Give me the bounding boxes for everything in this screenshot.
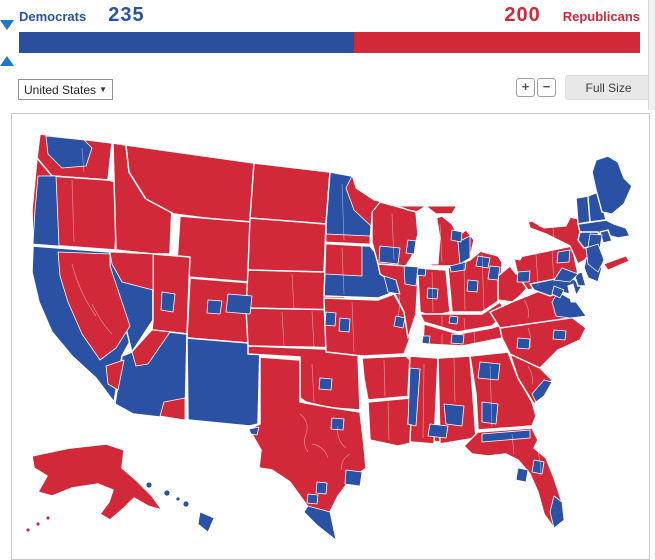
district-patch-il-chicago[interactable] [403,265,419,287]
state-hawaii-big-island[interactable] [197,511,215,533]
district-patch-al-district7[interactable] [443,403,465,427]
district-patch-mi-flint[interactable] [450,229,463,243]
state-rhode-island[interactable] [599,229,613,244]
zoom-out-button[interactable]: − [537,78,556,97]
lake-huron [457,187,493,237]
district-patch-ut-saltlake[interactable] [160,291,176,313]
state-hawaii-kauai[interactable] [145,481,153,489]
democrats-seat-count: 235 [108,4,145,26]
district-patch-ny-nyc-metro[interactable] [585,243,605,273]
state-south-dakota[interactable] [247,217,327,273]
district-patch-in-gary[interactable] [416,267,427,277]
district-patch-ca-south-inland[interactable] [105,359,125,391]
region-select-value: United States [24,82,97,97]
lake-erie [481,239,527,261]
district-patch-pa-northeast[interactable] [556,249,571,264]
district-patch-il-west[interactable] [383,275,401,295]
scrollbar[interactable] [648,0,655,110]
district-patch-oh-columbus[interactable] [466,279,479,293]
state-north-dakota[interactable] [249,162,331,225]
district-patch-fl-orlando[interactable] [531,459,545,475]
district-patch-oh-akron[interactable] [487,265,501,281]
district-patch-fl-southeast[interactable] [549,495,565,529]
zoom-in-button[interactable]: + [516,78,535,97]
district-patch-tx-south[interactable] [303,505,337,541]
district-patch-az-southeast[interactable] [159,397,186,421]
district-patch-va-north[interactable] [551,285,565,299]
district-patch-tn-nashville[interactable] [450,333,465,345]
district-patch-oh-cleveland[interactable] [475,255,491,269]
district-patch-mn-south[interactable] [325,233,371,245]
district-patch-ia-northwest[interactable] [324,243,363,277]
district-patch-ca-inland[interactable] [57,251,131,361]
district-patch-la-neworleans[interactable] [427,423,449,439]
state-florida[interactable] [463,427,565,529]
state-arkansas[interactable] [361,355,415,401]
lake-michigan [415,205,441,265]
district-patch-tx-elpaso[interactable] [248,426,260,436]
district-patch-fl-tampa[interactable] [515,467,529,483]
alaska-aleutian-island[interactable] [25,527,31,533]
district-patch-co-denver[interactable] [225,293,253,315]
chesapeake-bay [567,283,579,303]
state-hawaii-molokai[interactable] [175,496,181,502]
district-patch-ks-kansascity[interactable] [338,317,351,333]
seat-share-bar [19,32,640,53]
chevron-down-icon: ▼ [99,85,107,94]
full-size-button[interactable]: Full Size [565,75,652,100]
district-patch-tx-dallas[interactable] [330,417,345,431]
zoom-controls: + − [516,78,556,97]
lake-ontario [528,213,571,229]
district-patch-nv-north[interactable] [109,251,154,291]
seat-share-bar-democrat [19,32,355,53]
state-hawaii-maui[interactable] [182,500,190,508]
district-patch-mo-kansascity[interactable] [324,311,337,327]
republicans-label: Republicans [562,9,640,24]
state-alaska[interactable] [31,443,163,521]
district-patch-tx-austin[interactable] [315,481,328,495]
district-patch-wi-madison[interactable] [378,245,401,265]
district-patch-nc-spot-1[interactable] [516,337,531,350]
district-patch-ga-atlanta[interactable] [477,361,501,381]
district-patch-tn-memphis[interactable] [421,335,431,345]
republicans-seat-count: 200 [504,4,541,26]
district-patch-mo-stlouis[interactable] [393,315,406,329]
district-patch-tx-houston[interactable] [344,469,363,487]
seat-count-header: Democrats 235 200 Republicans [19,4,640,27]
region-select[interactable]: United States ▼ [18,79,113,100]
district-patch-wa-puget[interactable] [45,135,93,169]
district-patch-co-west[interactable] [206,299,223,315]
district-boundaries [71,147,555,477]
district-patch-ok-oklahomacity[interactable] [318,377,333,391]
district-patch-oh-toledo[interactable] [449,261,467,273]
state-north-carolina[interactable] [499,315,587,369]
district-patch-ga-southwest[interactable] [481,401,499,425]
district-patch-nc-spot-2[interactable] [552,329,567,341]
alaska-aleutian-island[interactable] [35,521,41,527]
district-patch-pa-pittsburgh[interactable] [516,270,531,283]
district-patch-az-northwest[interactable] [131,329,171,367]
alaska-aleutian-island[interactable] [45,515,51,521]
district-patch-fl-north[interactable] [481,429,531,443]
democrats-label: Democrats [19,9,87,24]
state-maine[interactable] [591,155,633,215]
state-missouri[interactable] [323,293,411,357]
us-district-map[interactable] [12,114,649,559]
district-patch-sc-coast[interactable] [531,379,553,403]
district-patch-or-coast[interactable] [32,175,60,247]
district-patch-ky-louisville[interactable] [448,315,459,325]
district-patch-ms-delta[interactable] [407,367,421,427]
district-patch-wi-milwaukee[interactable] [405,239,417,255]
majority-marker-down-icon [0,20,14,30]
state-hawaii-oahu[interactable] [163,489,171,497]
district-patch-ny-longisland-east[interactable] [603,255,630,271]
district-patch-pa-southeast[interactable] [553,267,579,283]
district-patch-mi-detroit[interactable] [457,235,471,265]
district-patch-tx-sanantonio[interactable] [306,493,319,505]
map-panel [11,113,650,560]
majority-marker-up-icon [0,56,14,66]
